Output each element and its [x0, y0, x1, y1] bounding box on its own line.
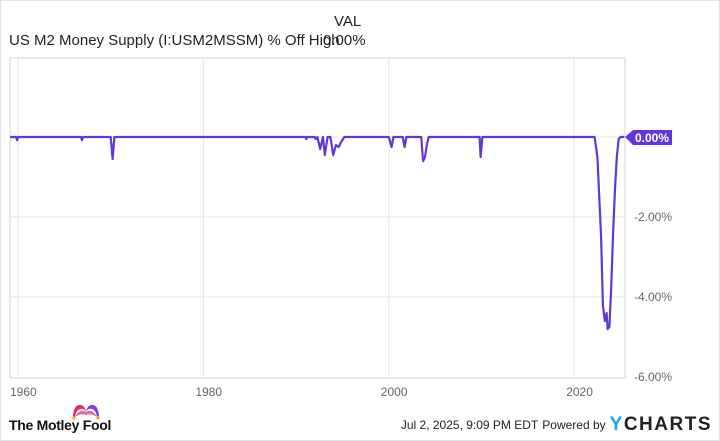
legend-series-name: US M2 Money Supply (I:USM2MSSM) % Off Hi… [9, 32, 340, 49]
ycharts-logo[interactable]: YCHARTS [610, 414, 712, 436]
attribution: Jul 2, 2025, 9:09 PM EDT Powered by YCHA… [401, 414, 712, 436]
x-tick-label: 2020 [566, 385, 593, 399]
brand-name: The Motley Fool [9, 417, 112, 433]
x-axis-ticks: 1960 1980 2000 2020 [10, 385, 593, 399]
svg-text:0.00%: 0.00% [635, 131, 669, 145]
last-value-badge: 0.00% [625, 130, 672, 145]
y-tick-label: -6.00% [634, 370, 672, 384]
legend-series-value: 0.00% [323, 32, 366, 49]
y-tick-label: -2.00% [634, 210, 672, 224]
ycharts-logo-text: CHARTS [623, 414, 712, 435]
y-tick-label: -4.00% [634, 290, 672, 304]
powered-by-label: Powered by [542, 418, 606, 432]
jester-hat-icon [72, 404, 100, 420]
x-tick-label: 1960 [10, 385, 37, 399]
y-axis-ticks: -2.00% -4.00% -6.00% [634, 210, 672, 384]
plot-area-border [9, 57, 626, 379]
ycharts-logo-y: Y [609, 414, 624, 435]
timestamp: Jul 2, 2025, 9:09 PM EDT [400, 418, 539, 432]
series-line [10, 135, 625, 331]
x-tick-label: 2000 [381, 385, 408, 399]
legend-column-header: VAL [334, 13, 362, 30]
grid-lines [10, 58, 625, 378]
x-tick-label: 1980 [195, 385, 222, 399]
